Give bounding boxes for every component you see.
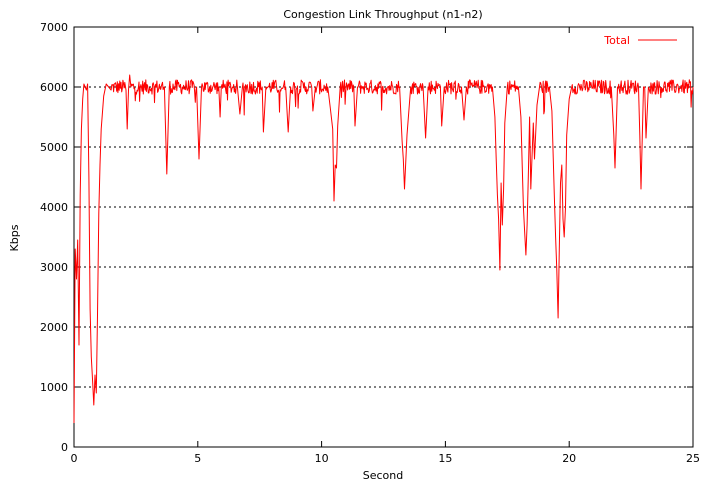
series-layer <box>73 74 694 424</box>
y-tick-label: 6000 <box>40 81 68 94</box>
legend: Total <box>603 34 677 47</box>
series-line-total <box>73 74 694 424</box>
x-tick-label: 10 <box>315 452 329 465</box>
y-tick-label: 7000 <box>40 21 68 34</box>
x-tick-label: 25 <box>686 452 700 465</box>
plot-area-frame <box>73 26 694 448</box>
axis-ticks: 0 1000 2000 3000 4000 5000 6000 7000 0 5 10 15 20 25 <box>40 21 700 465</box>
y-tick-label: 2000 <box>40 321 68 334</box>
y-tick-label: 3000 <box>40 261 68 274</box>
y-tick-label: 0 <box>61 441 68 454</box>
y-axis-label: Kbps <box>8 224 21 251</box>
grid-lines <box>74 86 693 388</box>
y-tick-label: 5000 <box>40 141 68 154</box>
chart-title: Congestion Link Throughput (n1-n2) <box>283 8 482 21</box>
y-tick-label: 1000 <box>40 381 68 394</box>
x-tick-label: 15 <box>438 452 452 465</box>
legend-label-total: Total <box>603 34 630 47</box>
y-tick-label: 4000 <box>40 201 68 214</box>
x-axis-label: Second <box>363 469 403 482</box>
x-tick-label: 20 <box>562 452 576 465</box>
x-tick-label: 0 <box>71 452 78 465</box>
x-tick-label: 5 <box>194 452 201 465</box>
